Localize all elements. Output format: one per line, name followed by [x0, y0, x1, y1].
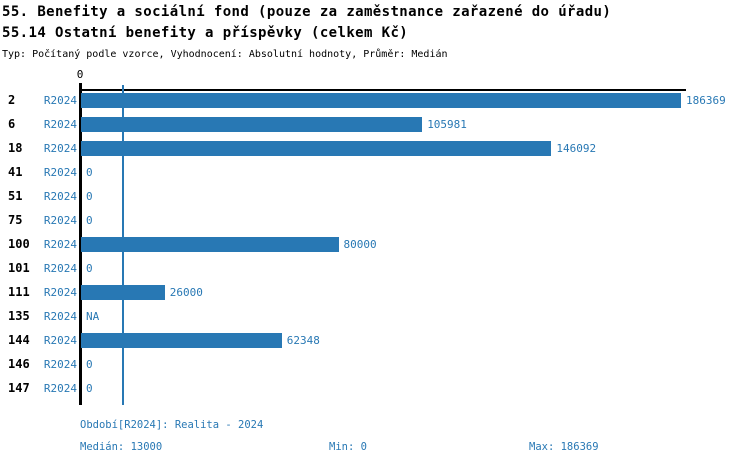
- bar[interactable]: [81, 117, 423, 132]
- category-label: 6: [8, 117, 16, 131]
- category-label: 135: [8, 309, 30, 323]
- category-label: 75: [8, 213, 23, 227]
- series-label: R2024: [43, 358, 77, 371]
- series-label: R2024: [43, 334, 77, 347]
- series-label: R2024: [43, 382, 77, 395]
- value-label: 186369: [686, 94, 726, 107]
- bar[interactable]: [81, 333, 282, 348]
- series-label: R2024: [43, 310, 77, 323]
- value-label: NA: [86, 310, 100, 323]
- chart-title-line-1: 55. Benefity a sociální fond (pouze za z…: [2, 4, 612, 20]
- value-label: 0: [86, 190, 93, 203]
- series-label: R2024: [43, 166, 77, 179]
- footer-period-label: Období[R2024]: Realita - 2024: [80, 419, 264, 431]
- value-label: 146092: [556, 142, 597, 155]
- bar[interactable]: [81, 93, 681, 108]
- value-label: 0: [86, 382, 93, 395]
- series-label: R2024: [43, 286, 77, 299]
- category-label: 147: [8, 381, 30, 395]
- series-label: R2024: [43, 262, 77, 275]
- series-label: R2024: [43, 214, 77, 227]
- category-label: 2: [8, 93, 16, 107]
- category-label: 18: [8, 141, 23, 155]
- footer-max-label: Max: 186369: [529, 441, 599, 453]
- series-label: R2024: [43, 94, 77, 107]
- category-label: 111: [8, 285, 30, 299]
- series-label: R2024: [43, 190, 77, 203]
- footer-median-label: Medián: 13000: [80, 441, 163, 453]
- x-axis-spine: [80, 89, 686, 91]
- value-label: 26000: [169, 286, 203, 299]
- category-label: 100: [8, 237, 30, 251]
- value-label: 0: [86, 262, 93, 275]
- value-label: 0: [86, 166, 93, 179]
- chart-subtitle: Typ: Počítaný podle vzorce, Vyhodnocení:…: [2, 49, 448, 60]
- category-label: 41: [8, 165, 23, 179]
- x-axis-zero-tick-label: 0: [76, 68, 84, 81]
- value-label: 62348: [286, 334, 320, 347]
- value-label: 0: [86, 214, 93, 227]
- series-label: R2024: [43, 142, 77, 155]
- value-label: 0: [86, 358, 93, 371]
- bar[interactable]: [81, 285, 165, 300]
- series-label: R2024: [43, 118, 77, 131]
- category-label: 101: [8, 261, 30, 275]
- bar[interactable]: [81, 237, 339, 252]
- bar[interactable]: [81, 141, 552, 156]
- footer-min-label: Min: 0: [329, 441, 367, 453]
- category-label: 51: [8, 189, 23, 203]
- y-axis-line: [79, 83, 82, 405]
- category-label: 144: [8, 333, 30, 347]
- value-label: 105981: [427, 118, 467, 131]
- chart-title-line-2: 55.14 Ostatní benefity a příspěvky (celk…: [2, 25, 409, 41]
- series-label: R2024: [43, 238, 77, 251]
- value-label: 80000: [343, 238, 377, 251]
- category-label: 146: [8, 357, 30, 371]
